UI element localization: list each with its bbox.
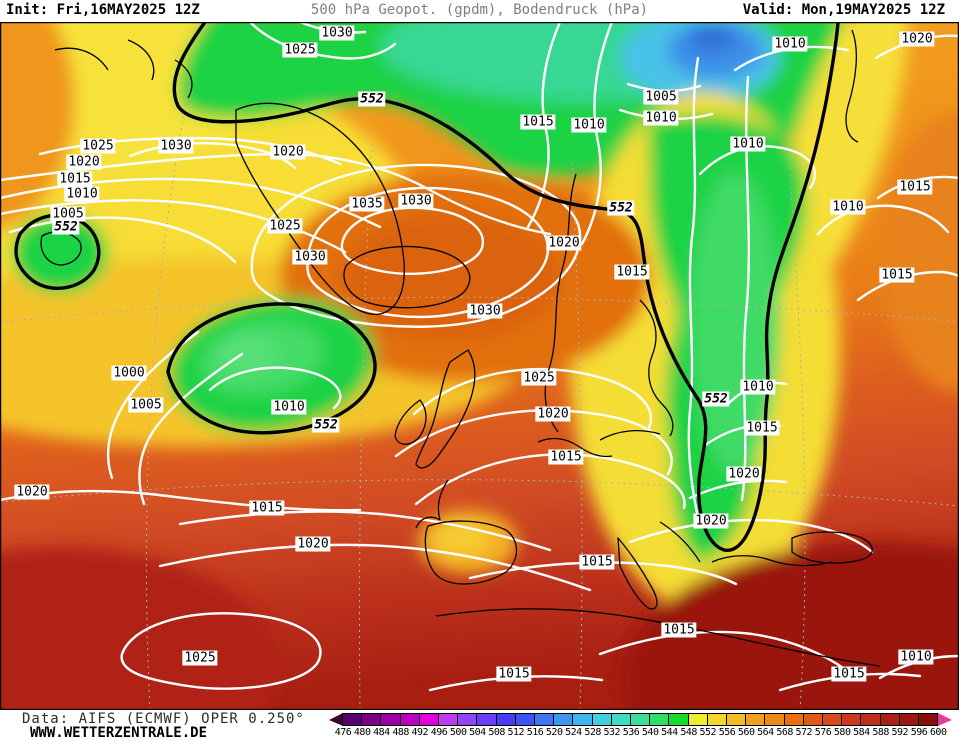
colorbar-tick: 512	[507, 727, 525, 738]
colorbar-segment	[361, 713, 382, 726]
colorbar-tick: 516	[526, 727, 544, 738]
colorbar-segment	[457, 713, 478, 726]
colorbar-tick: 500	[449, 727, 467, 738]
colorbar-segment	[380, 713, 401, 726]
colorbar-tick: 584	[853, 727, 870, 738]
colorbar-tick: 544	[661, 727, 678, 738]
colorbar-segment	[745, 713, 766, 726]
colorbar-segment	[898, 713, 919, 726]
graticule	[0, 81, 959, 710]
colorbar-segment	[476, 713, 497, 726]
colorbar-tick: 484	[373, 727, 390, 738]
colorbar-tick: 600	[929, 727, 947, 738]
colorbar-segment	[572, 713, 593, 726]
colorbar-segment	[802, 713, 823, 726]
colorbar-tick: 488	[392, 727, 409, 738]
colorbar-tick: 528	[584, 727, 601, 738]
colorbar-tick: 524	[565, 727, 582, 738]
colorbar-segment	[342, 713, 363, 726]
colorbar-segment	[668, 713, 689, 726]
colorbar-tick: 536	[622, 727, 640, 738]
colorbar-segment	[822, 713, 843, 726]
colorbar-tick: 496	[430, 727, 448, 738]
geopotential-fill	[0, 22, 959, 710]
colorbar-tick: 572	[795, 727, 813, 738]
website-label: WWW.WETTERZENTRALE.DE	[30, 725, 208, 741]
colorbar-tick: 552	[699, 727, 717, 738]
colorbar-tick: 480	[353, 727, 371, 738]
colorbar-segment	[841, 713, 862, 726]
colorbar-tick: 580	[833, 727, 851, 738]
weather-map	[0, 22, 959, 710]
coastlines	[40, 29, 881, 667]
colorbar-tick: 564	[757, 727, 774, 738]
weather-map-canvas	[0, 22, 959, 710]
colorbar-segment	[918, 713, 939, 726]
colorbar-segment	[764, 713, 785, 726]
colorbar-segment	[534, 713, 555, 726]
colorbar-tick: 508	[488, 727, 505, 738]
colorbar-tick: 548	[680, 727, 697, 738]
colorbar-tick: 576	[814, 727, 832, 738]
colorbar-segment	[879, 713, 900, 726]
colorbar-tick: 592	[891, 727, 909, 738]
colorbar-left-arrow	[329, 713, 343, 726]
colorbar-tick: 556	[718, 727, 736, 738]
colorbar-tick: 560	[737, 727, 755, 738]
colorbar-segment	[399, 713, 420, 726]
colorbar-tick: 540	[641, 727, 659, 738]
colorbar-segment	[438, 713, 459, 726]
map-title: 500 hPa Geopot. (gpdm), Bodendruck (hPa)	[310, 2, 649, 18]
colorbar-tick: 588	[872, 727, 889, 738]
colorbar-segment	[418, 713, 439, 726]
colorbar-segment	[860, 713, 881, 726]
colorbar-tick: 596	[910, 727, 928, 738]
init-time-label: Init: Fri,16MAY2025 12Z	[6, 2, 200, 18]
colorbar-right-arrow	[938, 713, 953, 726]
colorbar-segment	[706, 713, 727, 726]
colorbar-segment	[553, 713, 574, 726]
colorbar-tick: 476	[334, 727, 352, 738]
colorbar-tick: 520	[545, 727, 563, 738]
colorbar-tick: 492	[411, 727, 429, 738]
colorbar-segment	[495, 713, 516, 726]
colorbar-segment	[591, 713, 612, 726]
colorbar-tick: 504	[469, 727, 486, 738]
colorbar-segment	[726, 713, 747, 726]
colorbar-segment	[649, 713, 670, 726]
colorbar-segment	[783, 713, 804, 726]
colorbar-segment	[630, 713, 651, 726]
colorbar-segment	[514, 713, 535, 726]
colorbar-tick: 532	[603, 727, 621, 738]
valid-time-label: Valid: Mon,19MAY2025 12Z	[742, 2, 945, 18]
colorbar-segment	[610, 713, 631, 726]
map-footer: Data: AIFS (ECMWF) OPER 0.250° WWW.WETTE…	[0, 710, 959, 741]
data-source-label: Data: AIFS (ECMWF) OPER 0.250°	[22, 711, 305, 727]
colorbar-tick: 568	[776, 727, 793, 738]
colorbar-segment	[687, 713, 708, 726]
map-header: Init: Fri,16MAY2025 12Z 500 hPa Geopot. …	[0, 0, 959, 22]
